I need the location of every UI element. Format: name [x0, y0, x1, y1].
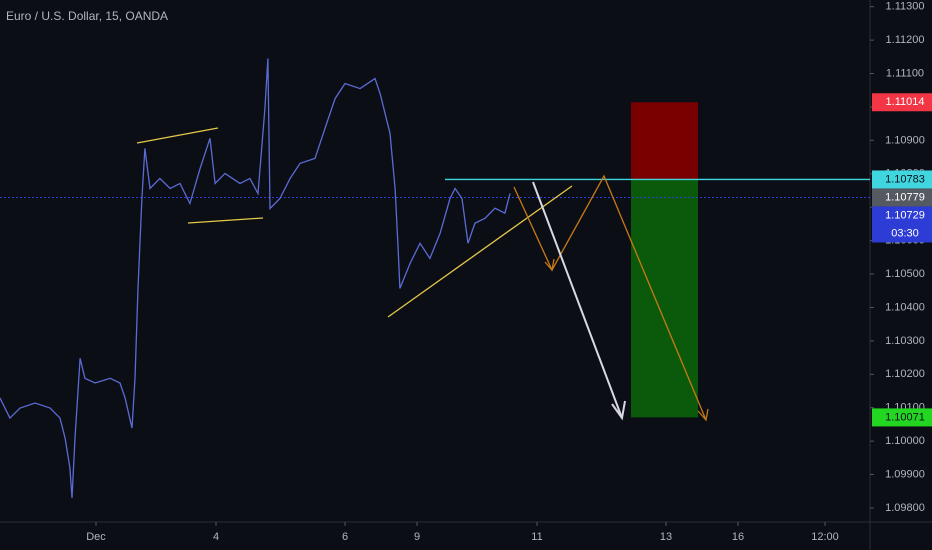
x-tick-label: 4: [213, 531, 219, 543]
countdown: 03:30: [891, 227, 919, 239]
y-tick-label: 1.10300: [885, 335, 925, 347]
price-tag-label: 1.10779: [885, 191, 925, 203]
price-tag: [872, 93, 932, 112]
y-tick-label: 1.10500: [885, 268, 925, 280]
y-tick-label: 1.10900: [885, 134, 925, 146]
x-tick-label: 13: [660, 531, 672, 543]
trend-line: [387, 185, 573, 318]
trend-line: [187, 217, 264, 224]
stop-zone: [631, 102, 698, 180]
x-tick-label: 11: [531, 531, 542, 543]
price-tag: [872, 170, 932, 189]
arrow-head: [697, 408, 709, 422]
y-tick-label: 1.10000: [885, 435, 925, 447]
projection-path: [513, 174, 707, 421]
y-tick-label: 1.11300: [886, 1, 925, 13]
y-tick-label: 1.11200: [886, 34, 925, 46]
x-tick-label: Dec: [86, 531, 106, 543]
price-tag: [872, 206, 932, 243]
target-zone: [631, 179, 698, 418]
x-tick-label: 9: [414, 531, 420, 543]
price-tag: [872, 188, 932, 207]
price-tag-label: 1.10783: [885, 173, 925, 185]
projection-arrow: [532, 181, 623, 419]
y-tick-label: 1.10200: [885, 368, 925, 380]
chart-title: Euro / U.S. Dollar, 15, OANDA: [6, 9, 168, 23]
y-tick-label: 1.09900: [885, 468, 925, 480]
trend-line: [136, 127, 219, 144]
arrow-head: [544, 258, 555, 272]
drawings: [136, 127, 709, 422]
y-tick-label: 1.10400: [885, 301, 925, 313]
y-tick-label: 1.11100: [886, 67, 924, 79]
arrow-head: [611, 400, 626, 421]
x-tick-label: 12:00: [811, 531, 839, 543]
price-line: [0, 58, 511, 498]
price-tag-label: 1.10071: [885, 411, 925, 423]
y-tick-label: 1.09800: [885, 502, 925, 514]
price-tag-label: 1.11014: [886, 96, 925, 108]
price-tag-label: 1.10729: [885, 209, 925, 221]
x-tick-label: 16: [732, 531, 744, 543]
x-tick-label: 6: [342, 531, 348, 543]
price-tag: [872, 408, 932, 427]
